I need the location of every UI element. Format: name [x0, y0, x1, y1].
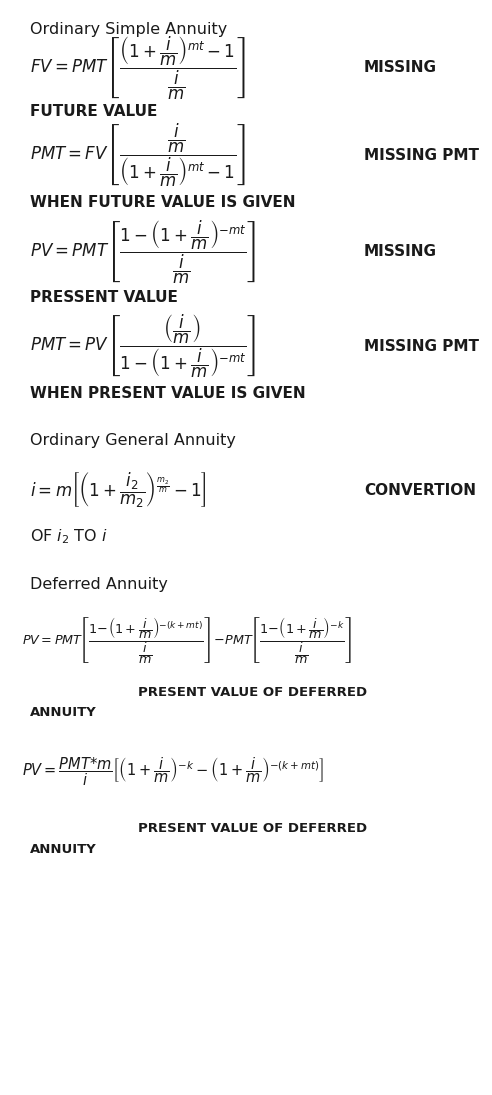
- Text: $PMT = FV\left[\dfrac{\dfrac{i}{m}}{\left(1+\dfrac{i}{m}\right)^{mt}-1}\right]$: $PMT = FV\left[\dfrac{\dfrac{i}{m}}{\lef…: [30, 122, 246, 189]
- Text: OF $i_2$ TO $i$: OF $i_2$ TO $i$: [30, 527, 107, 546]
- Text: MISSING: MISSING: [364, 60, 437, 76]
- Text: $PMT = PV\left[\dfrac{\left(\dfrac{i}{m}\right)}{1-\left(1+\dfrac{i}{m}\right)^{: $PMT = PV\left[\dfrac{\left(\dfrac{i}{m}…: [30, 312, 256, 380]
- Text: Deferred Annuity: Deferred Annuity: [30, 577, 167, 592]
- Text: WHEN FUTURE VALUE IS GIVEN: WHEN FUTURE VALUE IS GIVEN: [30, 195, 295, 210]
- Text: $PV = PMT\!\left[\dfrac{1\!-\!\left(1+\dfrac{i}{m}\right)^{-(k+mt)}}{\dfrac{i}{m: $PV = PMT\!\left[\dfrac{1\!-\!\left(1+\d…: [22, 615, 352, 666]
- Text: FUTURE VALUE: FUTURE VALUE: [30, 104, 157, 119]
- Text: $PV = \dfrac{PMT{*}m}{i}\left[\left(1 + \dfrac{i}{m}\right)^{-k} - \left(1 + \df: $PV = \dfrac{PMT{*}m}{i}\left[\left(1 + …: [22, 756, 324, 788]
- Text: WHEN PRESENT VALUE IS GIVEN: WHEN PRESENT VALUE IS GIVEN: [30, 385, 305, 401]
- Text: Ordinary Simple Annuity: Ordinary Simple Annuity: [30, 22, 227, 37]
- Text: Ordinary General Annuity: Ordinary General Annuity: [30, 433, 235, 448]
- Text: $PV = PMT\left[\dfrac{1-\left(1+\dfrac{i}{m}\right)^{-mt}}{\dfrac{i}{m}}\right]$: $PV = PMT\left[\dfrac{1-\left(1+\dfrac{i…: [30, 218, 256, 286]
- Text: MISSING PMT: MISSING PMT: [364, 338, 479, 354]
- Text: MISSING PMT: MISSING PMT: [364, 148, 479, 163]
- Text: MISSING: MISSING: [364, 244, 437, 260]
- Text: $i = m\left[\left(1 + \dfrac{i_2}{m_2}\right)^{\frac{m_2}{m}} - 1\right]$: $i = m\left[\left(1 + \dfrac{i_2}{m_2}\r…: [30, 471, 206, 510]
- Text: PRESENT VALUE OF DEFERRED: PRESENT VALUE OF DEFERRED: [138, 822, 367, 835]
- Text: ANNUITY: ANNUITY: [30, 843, 96, 856]
- Text: PRESENT VALUE OF DEFERRED: PRESENT VALUE OF DEFERRED: [138, 685, 367, 699]
- Text: $FV = PMT\left[\dfrac{\left(1+\dfrac{i}{m}\right)^{mt}-1}{\dfrac{i}{m}}\right]$: $FV = PMT\left[\dfrac{\left(1+\dfrac{i}{…: [30, 34, 246, 102]
- Text: CONVERTION: CONVERTION: [364, 483, 476, 498]
- Text: PRESSENT VALUE: PRESSENT VALUE: [30, 290, 178, 306]
- Text: ANNUITY: ANNUITY: [30, 706, 96, 719]
